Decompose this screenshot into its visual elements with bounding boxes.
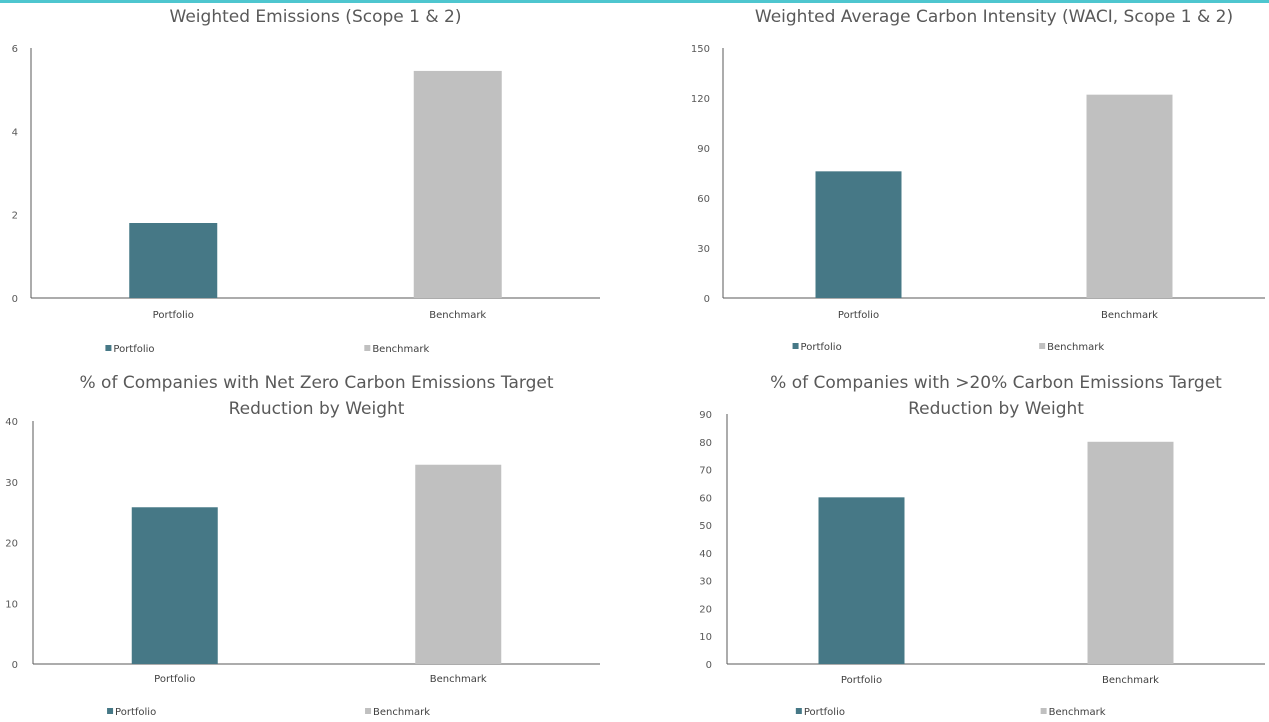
weighted-emissions-chart: Weighted Emissions (Scope 1 & 2) 0 2 4 6 Port… <box>0 0 634 361</box>
y-tick-label: 60 <box>699 493 712 504</box>
x-category-label: Portfolio <box>154 674 195 685</box>
waci-chart: Weighted Average Carbon Intensity (WACI,… <box>635 0 1269 361</box>
legend-label-benchmark: Benchmark <box>1047 342 1104 353</box>
y-tick-label: 70 <box>699 466 712 477</box>
bar-benchmark <box>413 70 502 299</box>
chart-title: % of Companies with Net Zero Carbon Emis… <box>80 373 554 393</box>
x-category-label: Benchmark <box>1102 675 1159 686</box>
bar-portfolio <box>131 507 218 664</box>
legend-swatch-portfolio <box>107 708 114 714</box>
y-tick-label: 30 <box>699 577 712 588</box>
legend-label-benchmark: Benchmark <box>373 707 430 718</box>
y-tick-label: 6 <box>12 44 18 55</box>
y-tick-label: 30 <box>697 244 710 255</box>
x-category-label: Portfolio <box>841 675 882 686</box>
chart-svg: Weighted Average Carbon Intensity (WACI,… <box>691 7 1265 353</box>
y-tick-label: 0 <box>706 660 712 671</box>
y-tick-label: 120 <box>691 94 710 105</box>
y-tick-label: 30 <box>5 478 18 489</box>
net-zero-target-chart: % of Companies with Net Zero Carbon Emis… <box>0 361 634 722</box>
bar-benchmark <box>1086 94 1173 299</box>
bar-portfolio <box>818 497 905 664</box>
legend-label-portfolio: Portfolio <box>804 707 845 718</box>
legend-swatch-benchmark <box>365 708 372 714</box>
bar-portfolio <box>129 223 218 298</box>
reduction-target-chart: % of Companies with >20% Carbon Emission… <box>635 361 1269 722</box>
chart-title: Reduction by Weight <box>229 399 405 419</box>
chart-svg: % of Companies with Net Zero Carbon Emis… <box>5 373 600 718</box>
y-tick-label: 0 <box>704 294 710 305</box>
y-tick-label: 90 <box>697 144 710 155</box>
y-tick-label: 90 <box>699 410 712 421</box>
chart-title: Weighted Average Carbon Intensity (WACI,… <box>755 7 1233 27</box>
bar-benchmark <box>415 464 502 664</box>
x-category-label: Benchmark <box>1101 310 1158 321</box>
x-category-label: Benchmark <box>429 310 486 321</box>
legend-swatch-portfolio <box>795 708 802 714</box>
y-tick-label: 0 <box>12 660 18 671</box>
x-category-label: Portfolio <box>838 310 879 321</box>
x-category-label: Portfolio <box>153 310 194 321</box>
legend-swatch-benchmark <box>1039 343 1046 349</box>
y-tick-label: 4 <box>12 127 18 138</box>
y-tick-label: 150 <box>691 44 710 55</box>
y-tick-label: 0 <box>12 294 18 305</box>
legend-swatch-benchmark <box>1040 708 1047 714</box>
y-tick-label: 50 <box>699 521 712 532</box>
chart-title: Weighted Emissions (Scope 1 & 2) <box>170 7 462 27</box>
legend-label-benchmark: Benchmark <box>1049 707 1106 718</box>
bar-portfolio <box>815 171 902 298</box>
legend-swatch-portfolio <box>792 343 799 349</box>
y-tick-label: 80 <box>699 438 712 449</box>
top-accent-line <box>0 0 1269 3</box>
chart-svg: % of Companies with >20% Carbon Emission… <box>699 373 1265 718</box>
chart-title: % of Companies with >20% Carbon Emission… <box>770 373 1222 393</box>
y-tick-label: 10 <box>5 599 18 610</box>
y-tick-label: 10 <box>699 632 712 643</box>
y-tick-label: 20 <box>5 539 18 550</box>
y-tick-label: 20 <box>699 604 712 615</box>
legend-label-portfolio: Portfolio <box>801 342 842 353</box>
chart-title: Reduction by Weight <box>908 399 1084 419</box>
y-tick-label: 60 <box>697 194 710 205</box>
y-tick-label: 40 <box>699 549 712 560</box>
legend-swatch-benchmark <box>364 345 371 351</box>
legend-label-portfolio: Portfolio <box>113 344 154 355</box>
y-tick-label: 40 <box>5 417 18 428</box>
legend-label-portfolio: Portfolio <box>115 707 156 718</box>
x-category-label: Benchmark <box>430 674 487 685</box>
bar-benchmark <box>1087 441 1174 664</box>
chart-svg: Weighted Emissions (Scope 1 & 2) 0 2 4 6 Port… <box>12 7 600 355</box>
y-tick-label: 2 <box>12 211 18 222</box>
legend-swatch-portfolio <box>105 345 112 351</box>
legend-label-benchmark: Benchmark <box>372 344 429 355</box>
